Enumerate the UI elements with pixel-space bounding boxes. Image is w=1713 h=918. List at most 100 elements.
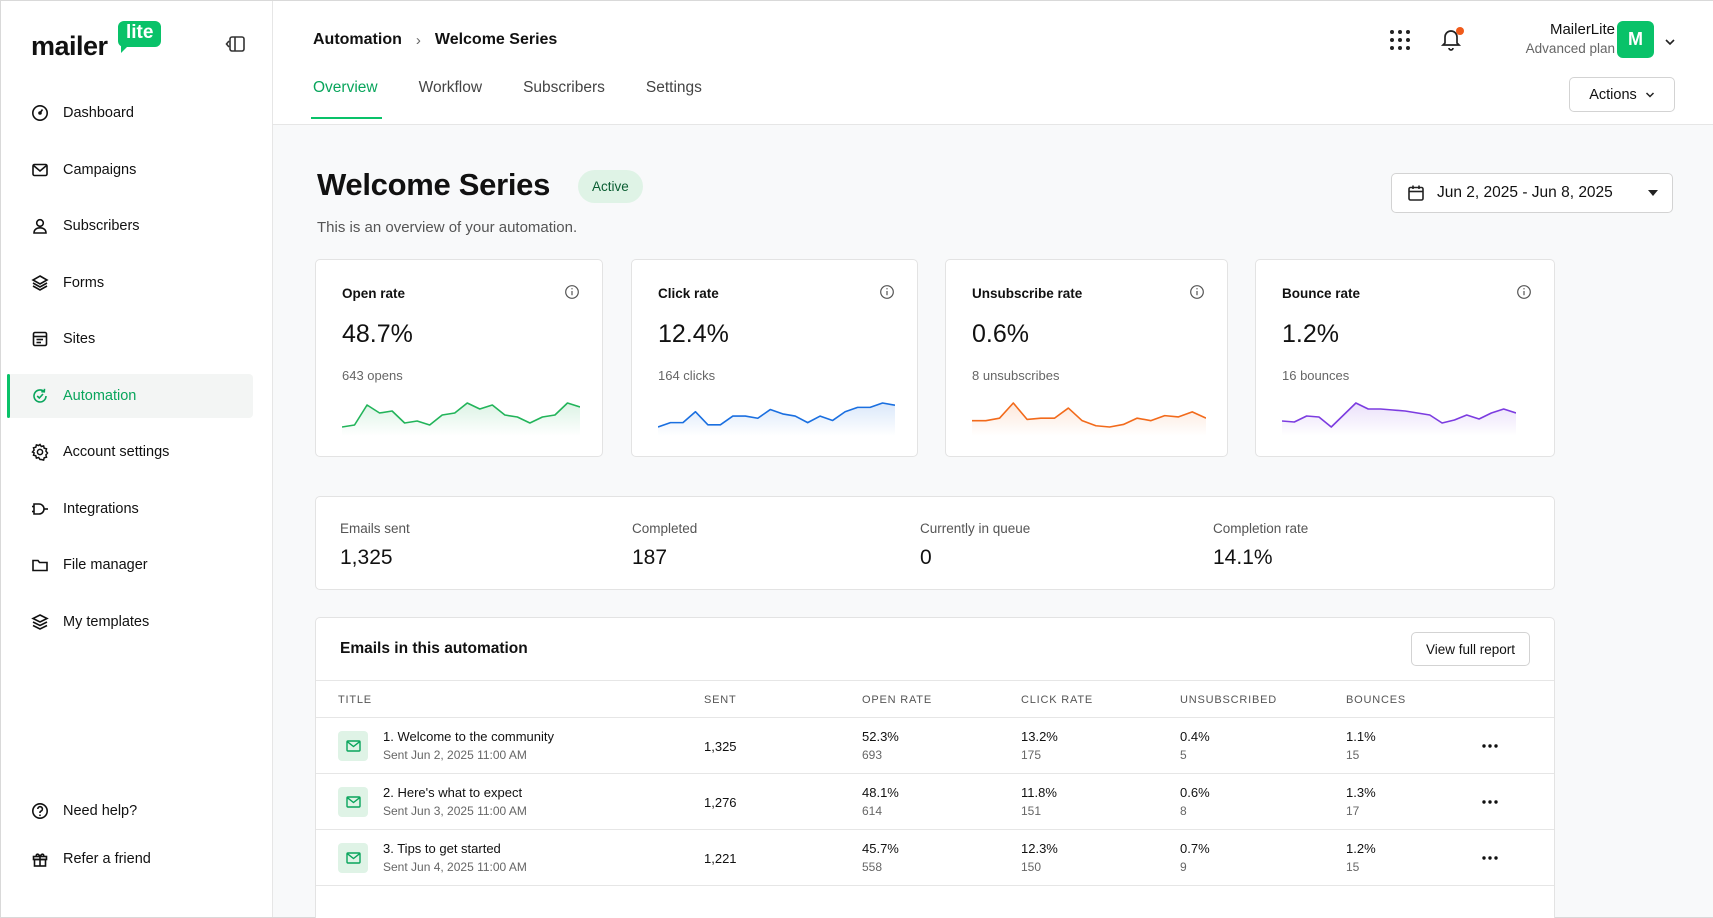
more-options-icon[interactable] (1480, 736, 1500, 756)
sidebar-item-automation[interactable]: Automation (7, 373, 253, 418)
email-unsub-count: 9 (1180, 860, 1187, 874)
email-sent-date: Sent Jun 3, 2025 11:00 AM (383, 804, 527, 818)
metric-label: Unsubscribe rate (972, 286, 1083, 301)
stat-value: 1,325 (340, 546, 393, 569)
email-clicks: 175 (1021, 748, 1042, 762)
column-header-bounces[interactable]: BOUNCES (1346, 694, 1406, 706)
column-header-title[interactable]: TITLE (338, 694, 372, 706)
email-title[interactable]: 2. Here's what to expect (383, 785, 523, 800)
column-header-unsubscribed[interactable]: UNSUBSCRIBED (1180, 694, 1278, 706)
metric-card-click-rate: Click rate 12.4% 164 clicks (631, 259, 918, 457)
chevron-down-icon (1645, 91, 1654, 98)
more-options-icon[interactable] (1480, 792, 1500, 812)
metric-label: Bounce rate (1282, 286, 1361, 301)
automation-stats: Emails sent 1,325 Completed 187 Currentl… (315, 496, 1555, 590)
tab-overview[interactable]: Overview (311, 79, 382, 119)
user-icon (33, 218, 47, 234)
email-sent-date: Sent Jun 2, 2025 11:00 AM (383, 748, 527, 762)
sparkline-line (342, 402, 580, 428)
metric-value: 1.2% (1282, 320, 1339, 348)
metric-value: 48.7% (342, 320, 413, 348)
email-bounce-count: 15 (1346, 748, 1360, 762)
chevron-down-icon[interactable] (1664, 34, 1676, 46)
stat-in-queue: Currently in queue 0 (920, 521, 1030, 570)
metric-subtext: 16 bounces (1282, 368, 1350, 383)
collapse-sidebar-icon[interactable] (225, 34, 247, 54)
email-open-rate: 52.3% (862, 729, 899, 744)
more-options-icon[interactable] (1480, 848, 1500, 868)
sidebar-item-account-settings[interactable]: Account settings (7, 430, 253, 474)
sidebar-item-my-templates[interactable]: My templates (7, 600, 253, 644)
stat-label: Currently in queue (920, 521, 1031, 536)
sidebar-item-file-manager[interactable]: File manager (7, 543, 253, 587)
info-icon[interactable] (1189, 284, 1205, 300)
email-unsub-rate: 0.4% (1180, 729, 1210, 744)
sidebar-item-label: Automation (63, 387, 137, 404)
sidebar-item-help[interactable]: Need help? (7, 789, 253, 833)
table-row[interactable]: 2. Here's what to expect Sent Jun 3, 202… (316, 774, 1554, 830)
apps-grid-icon[interactable] (1389, 29, 1411, 51)
notification-dot (1456, 27, 1464, 35)
sidebar-item-dashboard[interactable]: Dashboard (7, 91, 253, 135)
table-row[interactable]: 3. Tips to get started Sent Jun 4, 2025 … (316, 830, 1554, 886)
templates-icon (31, 613, 49, 630)
email-opens: 693 (862, 748, 883, 762)
date-range-picker[interactable]: Jun 2, 2025 - Jun 8, 2025 (1391, 173, 1673, 213)
info-icon[interactable] (879, 284, 895, 300)
table-row[interactable]: 1. Welcome to the community Sent Jun 2, … (316, 718, 1554, 774)
email-bounce-count: 15 (1346, 860, 1360, 874)
email-sent-count: 1,221 (704, 851, 737, 866)
sidebar-item-sites[interactable]: Sites (7, 317, 253, 361)
email-sent-date: Sent Jun 4, 2025 11:00 AM (383, 860, 527, 874)
avatar[interactable]: M (1617, 21, 1654, 58)
metric-card-bounce-rate: Bounce rate 1.2% 16 bounces (1255, 259, 1555, 457)
email-title[interactable]: 3. Tips to get started (383, 841, 501, 856)
column-header-click-rate[interactable]: CLICK RATE (1021, 694, 1093, 706)
sidebar-item-forms[interactable]: Forms (7, 261, 253, 305)
info-icon[interactable] (1516, 284, 1532, 300)
email-sent-count: 1,276 (704, 795, 737, 810)
sidebar-item-integrations[interactable]: Integrations (7, 487, 253, 531)
sidebar-nav: Dashboard Campaigns Subscribers Forms Si… (7, 91, 253, 656)
mail-icon (32, 163, 48, 176)
email-click-rate: 12.3% (1021, 841, 1058, 856)
account-info[interactable]: MailerLite Advanced plan (1495, 21, 1615, 56)
column-header-open-rate[interactable]: OPEN RATE (862, 694, 932, 706)
dashboard-icon (32, 105, 48, 121)
breadcrumb-current: Welcome Series (434, 31, 558, 48)
logo-wordmark: mailer (31, 31, 108, 61)
sidebar-item-label: Subscribers (63, 218, 140, 234)
calendar-icon (1408, 185, 1424, 201)
actions-button[interactable]: Actions (1569, 77, 1675, 112)
tab-settings[interactable]: Settings (645, 79, 702, 96)
email-title[interactable]: 1. Welcome to the community (383, 729, 554, 744)
email-click-rate: 11.8% (1021, 785, 1057, 800)
sidebar-item-subscribers[interactable]: Subscribers (7, 204, 253, 248)
sidebar-item-campaigns[interactable]: Campaigns (7, 148, 253, 192)
sparkline-click-rate (658, 402, 895, 436)
email-clicks: 151 (1021, 804, 1042, 818)
metric-card-unsubscribe-rate: Unsubscribe rate 0.6% 8 unsubscribes (945, 259, 1228, 457)
view-full-report-button[interactable]: View full report (1410, 632, 1530, 666)
email-icon (338, 787, 368, 817)
caret-down-icon (1648, 190, 1658, 196)
sidebar-bottom-nav: Need help? Refer a friend (7, 789, 253, 885)
help-icon (32, 803, 48, 819)
sparkline-area (1282, 403, 1516, 436)
sparkline-line (658, 402, 895, 428)
sparkline-unsubscribe-rate (972, 402, 1206, 436)
tab-subscribers[interactable]: Subscribers (523, 79, 605, 96)
column-header-sent[interactable]: SENT (704, 694, 737, 706)
tab-bar: Overview Workflow Subscribers Settings (311, 79, 743, 119)
sparkline-bounce-rate (1282, 402, 1516, 436)
breadcrumb-automation[interactable]: Automation (313, 31, 402, 48)
notifications-bell-icon[interactable] (1440, 27, 1464, 53)
page-subtitle: This is an overview of your automation. (317, 219, 578, 236)
metric-label: Click rate (658, 286, 719, 301)
metric-card-open-rate: Open rate 48.7% 643 opens (315, 259, 603, 457)
stat-completion-rate: Completion rate 14.1% (1213, 521, 1308, 570)
tab-workflow[interactable]: Workflow (418, 79, 483, 96)
info-icon[interactable] (564, 284, 580, 300)
sidebar-item-refer[interactable]: Refer a friend (7, 837, 253, 881)
stat-label: Completed (632, 521, 698, 536)
